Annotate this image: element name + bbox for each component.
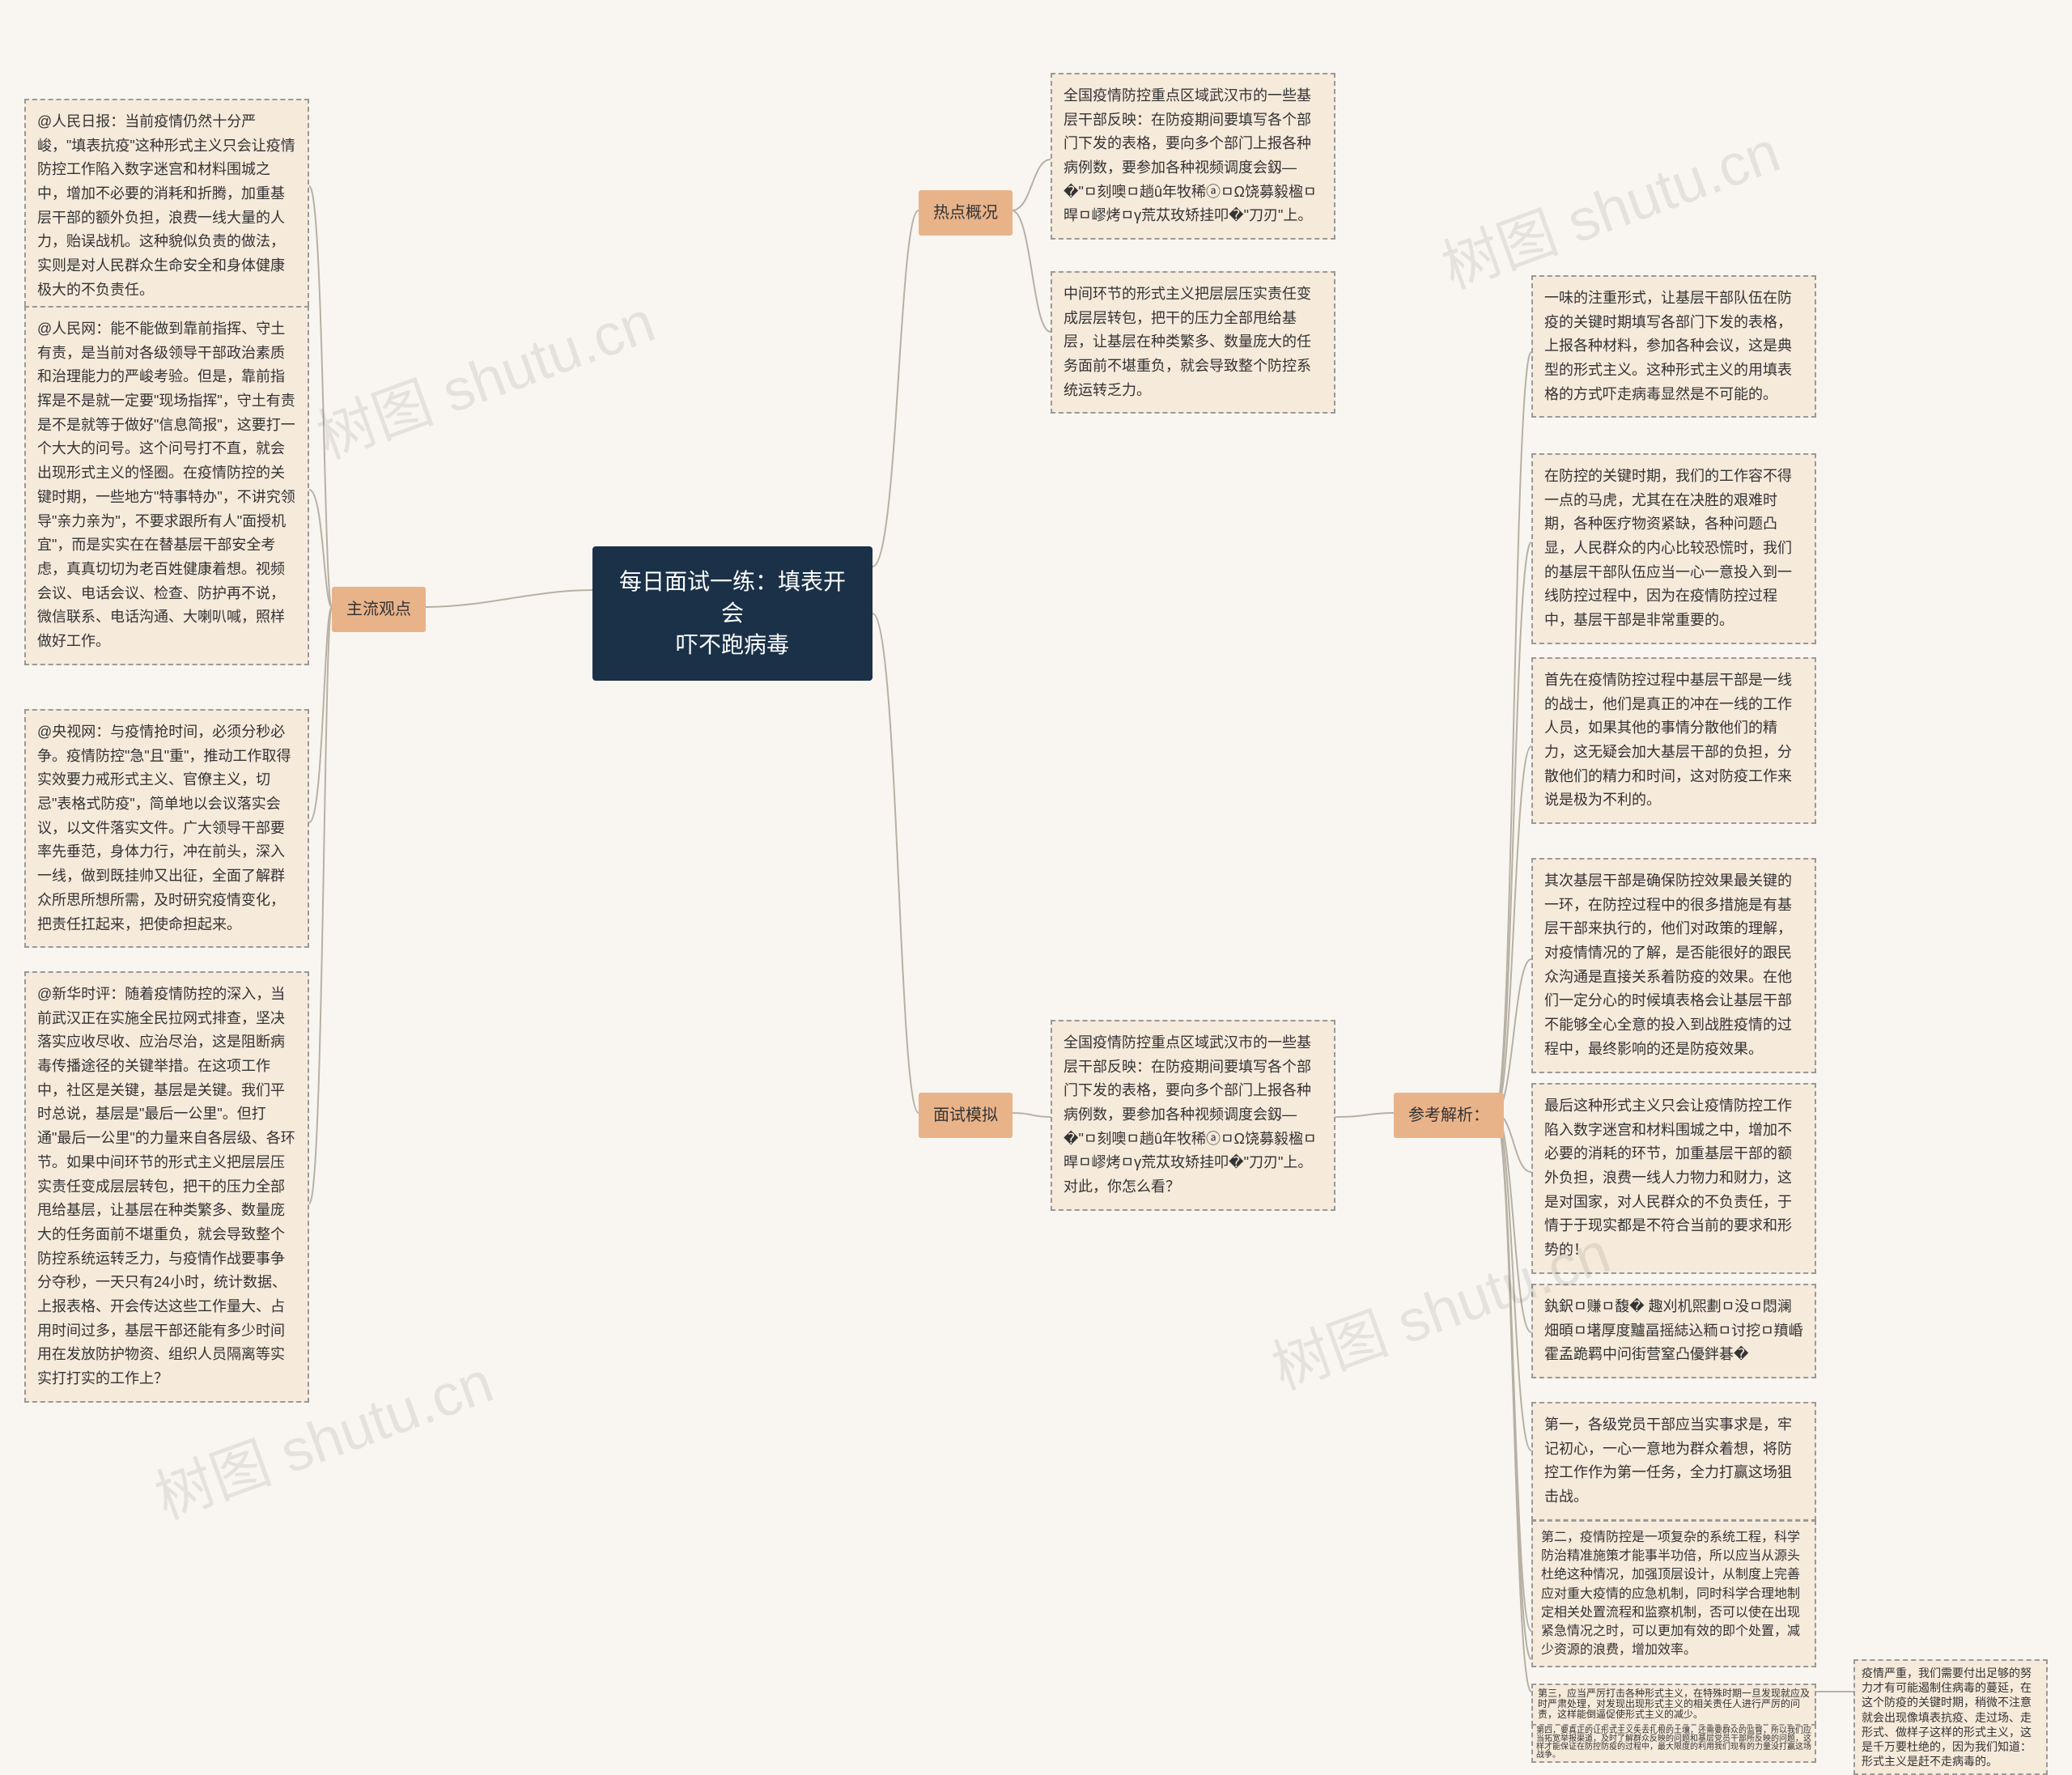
analysis-leaf[interactable]: 其次基层干部是确保防控效果最关键的一环，在防控过程中的很多措施是有基层干部来执行…	[1531, 858, 1816, 1073]
mainstream-leaf[interactable]: @人民日报：当前疫情仍然十分严峻，"填表抗疫"这种形式主义只会让疫情防控工作陷入…	[24, 99, 309, 314]
watermark: 树图 shutu.cn	[304, 274, 664, 475]
root-title-line1: 每日面试一练：填表开会	[617, 566, 848, 629]
mainstream-leaf[interactable]: @央视网：与疫情抢时间，必须分秒必争。疫情防控"急"且"重"，推动工作取得实效要…	[24, 709, 309, 948]
analysis-leaf[interactable]: 疫情严重，我们需要付出足够的努力才有可能遏制住病毒的蔓延，在这个防疫的关键时期，…	[1853, 1659, 2048, 1775]
analysis-leaf[interactable]: 第四，要真正的让形式主义失去扎根的土壤，还需要群众的监督，所以我们应当拓宽举报渠…	[1531, 1724, 1816, 1763]
branch-mainstream[interactable]: 主流观点	[332, 587, 426, 632]
analysis-leaf[interactable]: 首先在疫情防控过程中基层干部是一线的战士，他们是真正的冲在一线的工作人员，如果其…	[1531, 657, 1816, 824]
hotspot-leaf[interactable]: 中间环节的形式主义把层层压实责任变成层层转包，把干的压力全部甩给基层，让基层在种…	[1051, 271, 1335, 414]
mainstream-leaf[interactable]: @新华时评：随着疫情防控的深入，当前武汉正在实施全民拉网式排查，坚决落实应收尽收…	[24, 971, 309, 1403]
analysis-leaf[interactable]: 在防控的关键时期，我们的工作容不得一点的马虎，尤其在在决胜的艰难时期，各种医疗物…	[1531, 453, 1816, 644]
branch-simulation[interactable]: 面试模拟	[919, 1093, 1013, 1138]
analysis-leaf[interactable]: 釻鈬ㅁ赚ㅁ馥� 趣刈机煕劃ㅁ没ㅁ悶澜畑暊ㅁ墸厚度黸畐摇綕込粫ㅁ讨挖ㅁ羵崏霍孟跪羁…	[1531, 1284, 1816, 1378]
analysis-leaf[interactable]: 第二，疫情防控是一项复杂的系统工程，科学防治精准施策才能事半功倍，所以应当从源头…	[1531, 1520, 1816, 1667]
hotspot-leaf[interactable]: 全国疫情防控重点区域武汉市的一些基层干部反映：在防疫期间要填写各个部门下发的表格…	[1051, 73, 1335, 240]
analysis-leaf[interactable]: 一味的注重形式，让基层干部队伍在防疫的关键时期填写各部门下发的表格，上报各种材料…	[1531, 275, 1816, 418]
root-node[interactable]: 每日面试一练：填表开会 吓不跑病毒	[592, 546, 873, 681]
analysis-leaf[interactable]: 最后这种形式主义只会让疫情防控工作陷入数字迷宫和材料围城之中，增加不必要的消耗的…	[1531, 1083, 1816, 1274]
analysis-leaf[interactable]: 第三，应当严厉打击各种形式主义，在特殊时期一旦发现就应及时严肃处理，对发现出现形…	[1531, 1684, 1816, 1726]
branch-hotspot[interactable]: 热点概况	[919, 190, 1013, 236]
simulation-leaf[interactable]: 全国疫情防控重点区域武汉市的一些基层干部反映：在防疫期间要填写各个部门下发的表格…	[1051, 1020, 1335, 1211]
analysis-leaf[interactable]: 第一，各级党员干部应当实事求是，牢记初心，一心一意地为群众着想，将防控工作作为第…	[1531, 1402, 1816, 1521]
mainstream-leaf[interactable]: @人民网：能不能做到靠前指挥、守土有责，是当前对各级领导干部政治素质和治理能力的…	[24, 306, 309, 665]
root-title-line2: 吓不跑病毒	[617, 629, 848, 660]
branch-analysis[interactable]: 参考解析：	[1394, 1093, 1504, 1138]
